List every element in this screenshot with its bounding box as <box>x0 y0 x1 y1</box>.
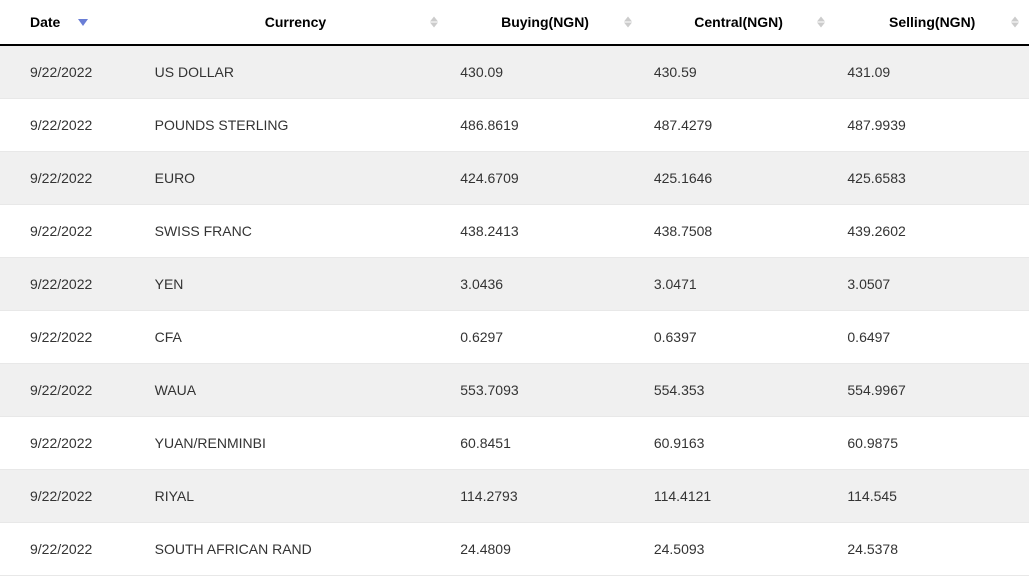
cell-selling: 0.6497 <box>835 311 1029 364</box>
cell-currency: US DOLLAR <box>143 45 449 99</box>
cell-currency: SWISS FRANC <box>143 205 449 258</box>
cell-date: 9/22/2022 <box>0 205 143 258</box>
sort-arrows-icon <box>817 17 825 28</box>
cell-buying: 430.09 <box>448 45 642 99</box>
cell-central: 438.7508 <box>642 205 836 258</box>
cell-buying: 114.2793 <box>448 470 642 523</box>
column-header-central[interactable]: Central(NGN) <box>642 0 836 45</box>
exchange-rate-table: Date Currency Buying(NGN) <box>0 0 1029 576</box>
column-label: Buying(NGN) <box>501 14 589 30</box>
cell-date: 9/22/2022 <box>0 470 143 523</box>
sort-up-icon <box>817 17 825 22</box>
cell-central: 24.5093 <box>642 523 836 576</box>
cell-buying: 553.7093 <box>448 364 642 417</box>
cell-central: 114.4121 <box>642 470 836 523</box>
table-row: 9/22/2022 EURO 424.6709 425.1646 425.658… <box>0 152 1029 205</box>
table-row: 9/22/2022 RIYAL 114.2793 114.4121 114.54… <box>0 470 1029 523</box>
cell-date: 9/22/2022 <box>0 99 143 152</box>
sort-up-icon <box>624 17 632 22</box>
cell-central: 0.6397 <box>642 311 836 364</box>
table-row: 9/22/2022 CFA 0.6297 0.6397 0.6497 <box>0 311 1029 364</box>
cell-date: 9/22/2022 <box>0 523 143 576</box>
cell-buying: 0.6297 <box>448 311 642 364</box>
sort-down-icon <box>1011 23 1019 28</box>
table-row: 9/22/2022 SWISS FRANC 438.2413 438.7508 … <box>0 205 1029 258</box>
cell-buying: 438.2413 <box>448 205 642 258</box>
cell-selling: 439.2602 <box>835 205 1029 258</box>
column-header-date[interactable]: Date <box>0 0 143 45</box>
cell-buying: 60.8451 <box>448 417 642 470</box>
cell-currency: POUNDS STERLING <box>143 99 449 152</box>
sort-up-icon <box>1011 17 1019 22</box>
cell-selling: 425.6583 <box>835 152 1029 205</box>
column-label: Date <box>30 14 60 30</box>
column-header-selling[interactable]: Selling(NGN) <box>835 0 1029 45</box>
cell-currency: RIYAL <box>143 470 449 523</box>
table-row: 9/22/2022 US DOLLAR 430.09 430.59 431.09 <box>0 45 1029 99</box>
cell-selling: 431.09 <box>835 45 1029 99</box>
cell-central: 425.1646 <box>642 152 836 205</box>
table-row: 9/22/2022 WAUA 553.7093 554.353 554.9967 <box>0 364 1029 417</box>
cell-selling: 24.5378 <box>835 523 1029 576</box>
cell-date: 9/22/2022 <box>0 417 143 470</box>
cell-date: 9/22/2022 <box>0 311 143 364</box>
cell-date: 9/22/2022 <box>0 258 143 311</box>
cell-selling: 114.545 <box>835 470 1029 523</box>
table-row: 9/22/2022 YUAN/RENMINBI 60.8451 60.9163 … <box>0 417 1029 470</box>
cell-currency: YEN <box>143 258 449 311</box>
cell-central: 487.4279 <box>642 99 836 152</box>
cell-date: 9/22/2022 <box>0 152 143 205</box>
cell-central: 554.353 <box>642 364 836 417</box>
column-label: Selling(NGN) <box>889 14 975 30</box>
cell-selling: 3.0507 <box>835 258 1029 311</box>
cell-currency: WAUA <box>143 364 449 417</box>
sort-down-icon <box>817 23 825 28</box>
cell-currency: YUAN/RENMINBI <box>143 417 449 470</box>
cell-currency: EURO <box>143 152 449 205</box>
cell-selling: 554.9967 <box>835 364 1029 417</box>
table-row: 9/22/2022 POUNDS STERLING 486.8619 487.4… <box>0 99 1029 152</box>
sort-down-icon <box>430 23 438 28</box>
sort-down-icon <box>624 23 632 28</box>
column-label: Currency <box>265 14 326 30</box>
sort-up-icon <box>430 17 438 22</box>
cell-central: 430.59 <box>642 45 836 99</box>
column-header-currency[interactable]: Currency <box>143 0 449 45</box>
table-row: 9/22/2022 YEN 3.0436 3.0471 3.0507 <box>0 258 1029 311</box>
column-header-buying[interactable]: Buying(NGN) <box>448 0 642 45</box>
sort-desc-icon <box>78 19 88 26</box>
table-body: 9/22/2022 US DOLLAR 430.09 430.59 431.09… <box>0 45 1029 576</box>
sort-arrows-icon <box>430 17 438 28</box>
sort-arrows-icon <box>1011 17 1019 28</box>
exchange-rate-table-container: Date Currency Buying(NGN) <box>0 0 1029 576</box>
cell-buying: 486.8619 <box>448 99 642 152</box>
cell-central: 60.9163 <box>642 417 836 470</box>
cell-central: 3.0471 <box>642 258 836 311</box>
cell-selling: 60.9875 <box>835 417 1029 470</box>
table-header-row: Date Currency Buying(NGN) <box>0 0 1029 45</box>
cell-buying: 424.6709 <box>448 152 642 205</box>
column-label: Central(NGN) <box>694 14 783 30</box>
cell-buying: 24.4809 <box>448 523 642 576</box>
cell-buying: 3.0436 <box>448 258 642 311</box>
sort-arrows-icon <box>624 17 632 28</box>
table-row: 9/22/2022 SOUTH AFRICAN RAND 24.4809 24.… <box>0 523 1029 576</box>
cell-date: 9/22/2022 <box>0 45 143 99</box>
cell-currency: CFA <box>143 311 449 364</box>
cell-date: 9/22/2022 <box>0 364 143 417</box>
cell-currency: SOUTH AFRICAN RAND <box>143 523 449 576</box>
cell-selling: 487.9939 <box>835 99 1029 152</box>
